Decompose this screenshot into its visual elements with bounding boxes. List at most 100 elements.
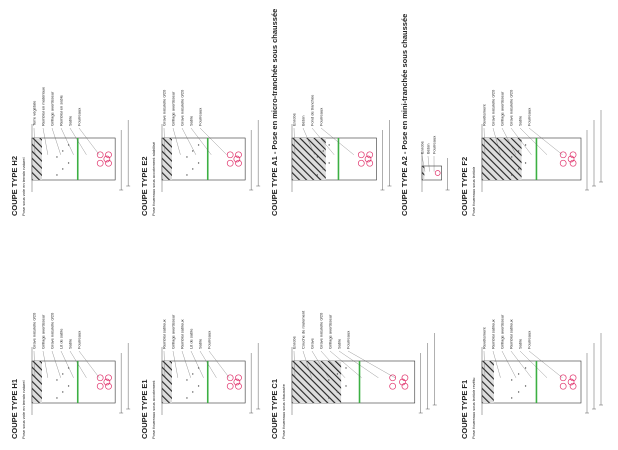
layer-label: Revêtement [481, 104, 486, 126]
aggregate-dot [517, 373, 520, 375]
section-subtitle: Pose fourreaux sous accotement stabilisé [151, 141, 156, 216]
trench [31, 137, 116, 181]
leader-line [199, 127, 227, 155]
aggregate-dot [56, 379, 58, 381]
leader-line [492, 350, 501, 378]
layer-label: Béton [300, 116, 305, 126]
section-title: COUPE TYPE A2 - Pose en mini-tranchée so… [400, 14, 409, 216]
leader-line [190, 350, 204, 378]
layer-label: Sable [336, 338, 341, 349]
section-subtitle: Pose fourreaux sous trottoir [471, 166, 476, 216]
aggregate-dot [67, 162, 70, 164]
aggregate-dot [192, 168, 194, 170]
layer-label: Grave [309, 337, 314, 349]
duct [567, 378, 575, 386]
leader-line [311, 127, 335, 155]
leader-line [510, 350, 532, 378]
leader-line [60, 127, 74, 155]
duct [96, 151, 104, 159]
layer-label: Grave naturelle 0/20 [508, 89, 513, 126]
layer-label: Grillage avertisseur [170, 91, 175, 126]
aggregate-dot [328, 397, 330, 399]
layer-label: Couche de roulement [300, 310, 305, 349]
section-subtitle: Pose sous voie en terrain naturel [21, 380, 26, 439]
leader-line [510, 127, 532, 155]
section-title: COUPE TYPE F1 [460, 380, 469, 439]
trench [481, 360, 582, 404]
hatched-layer [482, 138, 522, 180]
layer-label: Grave naturelle 0/20 [179, 89, 184, 126]
section-title: COUPE TYPE F2 [460, 157, 469, 216]
leader-line [181, 350, 191, 378]
layer-label: Fourreaux [526, 108, 531, 126]
trench [161, 137, 246, 181]
aggregate-dot [328, 144, 330, 146]
leader-line [163, 127, 166, 155]
layer-label: Grave naturelle 0/20 [490, 89, 495, 126]
leader-line [320, 350, 346, 378]
aggregate-dot [186, 379, 188, 381]
duct [235, 151, 242, 159]
leader-line [293, 127, 296, 155]
section-title: COUPE TYPE C1 [270, 379, 279, 439]
leader-line [338, 350, 379, 378]
layer-label: Grillage avertisseur [327, 314, 332, 349]
leader-line [519, 127, 548, 155]
leader-line [421, 155, 426, 172]
layer-label: Remblai sableux [161, 319, 166, 349]
duct [569, 374, 577, 382]
duct [559, 159, 567, 167]
leader-line [519, 350, 548, 378]
layer-label: Grillage avertisseur [40, 314, 45, 349]
duct [364, 155, 372, 163]
duct [235, 382, 242, 390]
section-drawing: COUPE TYPE A2 - Pose en mini-tranchée so… [400, 14, 450, 216]
hatched-layer [32, 361, 42, 403]
layer-label: Fourreaux [526, 331, 531, 349]
duct [226, 159, 234, 167]
leader-line [302, 127, 315, 155]
layer-label: Fourreaux [76, 108, 81, 126]
layer-label: Lit de sable [58, 328, 63, 349]
layer-label: Béton [425, 144, 430, 154]
duct [559, 374, 567, 382]
leader-line [51, 127, 61, 155]
aggregate-dot [511, 174, 513, 176]
hatched-layer [32, 138, 42, 180]
aggregate-dot [197, 385, 200, 387]
aggregate-dot [328, 162, 330, 164]
section-drawing: COUPE TYPE H2 Pose sous voie en terrain n… [10, 87, 131, 216]
leader-line [427, 155, 430, 172]
duct [569, 382, 577, 390]
layer-label: Grillage avertisseur [499, 91, 504, 126]
section-title: COUPE TYPE A1 - Pose en micro-tranchée s… [270, 9, 279, 216]
layer-label: Fourreaux [431, 136, 436, 154]
aggregate-dot [56, 397, 58, 399]
aggregate-dot [517, 391, 520, 393]
duct [105, 159, 112, 167]
duct [401, 382, 409, 390]
leader-line [302, 350, 312, 378]
layer-label: Fourreaux [76, 331, 81, 349]
section-title: COUPE TYPE E2 [140, 156, 149, 216]
section-subtitle: Pose sous voie en terrain naturel [21, 157, 26, 216]
duct [105, 382, 112, 390]
layer-label: Revêtement [481, 327, 486, 349]
duct [559, 151, 567, 159]
layer-label: Fourreaux [345, 331, 350, 349]
aggregate-dot [322, 168, 324, 170]
layer-label: Sable [197, 338, 202, 349]
leader-line [190, 127, 212, 155]
layer-label: Fourreaux [318, 108, 323, 126]
section-drawing: COUPE TYPE E2 Pose fourreaux sous accotem… [140, 89, 261, 216]
section-title: COUPE TYPE H2 [10, 156, 19, 216]
layer-label: Remblai sableux [508, 319, 513, 349]
section-drawing: COUPE TYPE C1 Pose fourreaux sous chaussé… [270, 310, 437, 439]
trench [161, 360, 246, 404]
layer-label: Grave naturelle 0/20 [31, 312, 36, 349]
leader-line [60, 350, 74, 378]
duct [233, 155, 241, 163]
hatched-layer [292, 138, 326, 180]
duct [103, 378, 111, 386]
